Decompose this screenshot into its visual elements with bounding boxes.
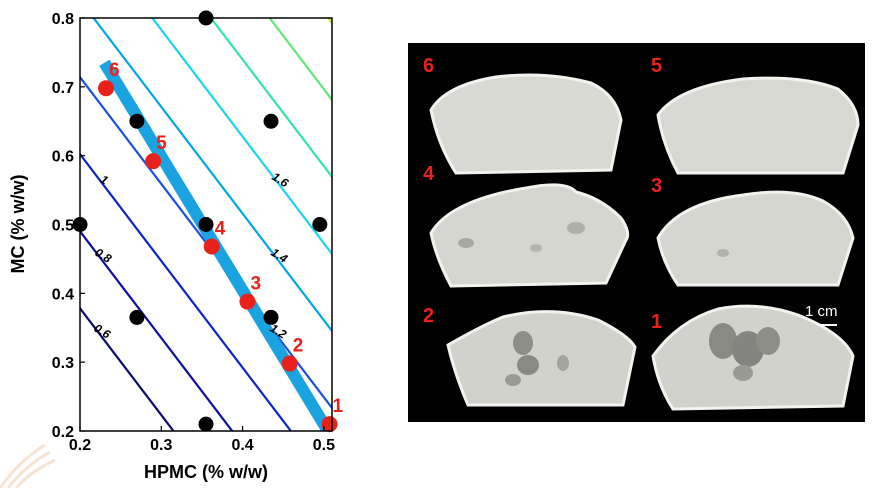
y-tick-label: 0.8 bbox=[52, 11, 74, 28]
selected-point-4 bbox=[203, 238, 220, 255]
contour-line-0.6 bbox=[80, 306, 175, 431]
bread-slice-photo-6 bbox=[429, 73, 623, 175]
photo-label-5: 5 bbox=[651, 55, 663, 77]
y-tick-label: 0.6 bbox=[52, 149, 74, 166]
bread-slice-photo-5 bbox=[656, 76, 860, 175]
x-axis-label: HPMC (% w/w) bbox=[144, 462, 268, 482]
bread-slice-photo-2 bbox=[446, 310, 637, 407]
design-point-2 bbox=[129, 113, 145, 129]
design-point-3 bbox=[263, 113, 279, 129]
design-point-5 bbox=[198, 217, 214, 232]
selected-point-label-6: 6 bbox=[109, 60, 120, 81]
selected-point-5 bbox=[145, 153, 162, 170]
y-tick-label: 0.7 bbox=[52, 80, 74, 97]
contour-chart: 0.60.811.21.41.61.822.22.42.62.833.2 123… bbox=[8, 10, 400, 482]
selected-point-6 bbox=[98, 80, 115, 97]
design-point-6 bbox=[312, 217, 328, 232]
design-points bbox=[72, 10, 328, 432]
x-tick-label: 0.5 bbox=[313, 437, 335, 454]
y-tick-label: 0.2 bbox=[52, 424, 74, 441]
selected-point-label-5: 5 bbox=[156, 133, 167, 154]
x-tick-label: 0.4 bbox=[231, 437, 253, 454]
photo-label-2: 2 bbox=[423, 305, 435, 327]
contour-line-1 bbox=[80, 152, 292, 431]
x-tick-label: 0.2 bbox=[69, 437, 91, 454]
photo-label-3: 3 bbox=[651, 175, 663, 197]
selected-point-label-1: 1 bbox=[333, 396, 344, 417]
y-axis-label: MC (% w/w) bbox=[8, 175, 28, 274]
y-tick-label: 0.5 bbox=[52, 218, 74, 235]
watermark-graphic bbox=[0, 443, 56, 488]
contour-line-1.6 bbox=[151, 18, 332, 256]
design-point-8 bbox=[263, 309, 279, 325]
design-point-9 bbox=[198, 416, 214, 432]
contour-line-1.8 bbox=[210, 18, 332, 179]
x-tick-label: 0.3 bbox=[150, 437, 172, 454]
bread-slice-photo-1 bbox=[651, 304, 855, 411]
selected-point-label-2: 2 bbox=[293, 336, 304, 357]
selected-point-3 bbox=[239, 293, 256, 310]
selected-point-label-3: 3 bbox=[250, 274, 261, 295]
bread-slice-photo-4 bbox=[429, 183, 630, 288]
x-axis-ticks: 0.2 0.3 0.4 0.5 bbox=[69, 426, 335, 454]
photo-label-4: 4 bbox=[423, 163, 435, 185]
selected-point-1 bbox=[321, 416, 338, 433]
scale-bar bbox=[817, 324, 837, 326]
y-tick-label: 0.3 bbox=[52, 355, 74, 372]
selected-point-label-4: 4 bbox=[215, 219, 226, 240]
photo-label-1: 1 bbox=[651, 311, 663, 333]
photo-label-6: 6 bbox=[423, 55, 435, 77]
bread-slice-photo-3 bbox=[656, 190, 855, 287]
scale-bar-label: 1 cm bbox=[805, 303, 838, 320]
contour-line-0.8 bbox=[80, 229, 234, 431]
contour-line-2.2 bbox=[327, 18, 332, 25]
contour-line-1.4 bbox=[92, 18, 332, 333]
y-axis-ticks: 0.2 0.3 0.4 0.5 0.6 0.7 0.8 bbox=[52, 11, 85, 441]
selected-point-2 bbox=[281, 355, 298, 372]
y-tick-label: 0.4 bbox=[52, 286, 74, 303]
contour-line-2.4 bbox=[387, 18, 400, 431]
contour-line-2 bbox=[268, 18, 332, 102]
design-point-7 bbox=[129, 309, 145, 325]
bread-photo-panel: 6 5 4 3 2 1 1 cm bbox=[408, 43, 865, 422]
selected-points: 1 2 3 4 5 6 bbox=[98, 60, 344, 433]
